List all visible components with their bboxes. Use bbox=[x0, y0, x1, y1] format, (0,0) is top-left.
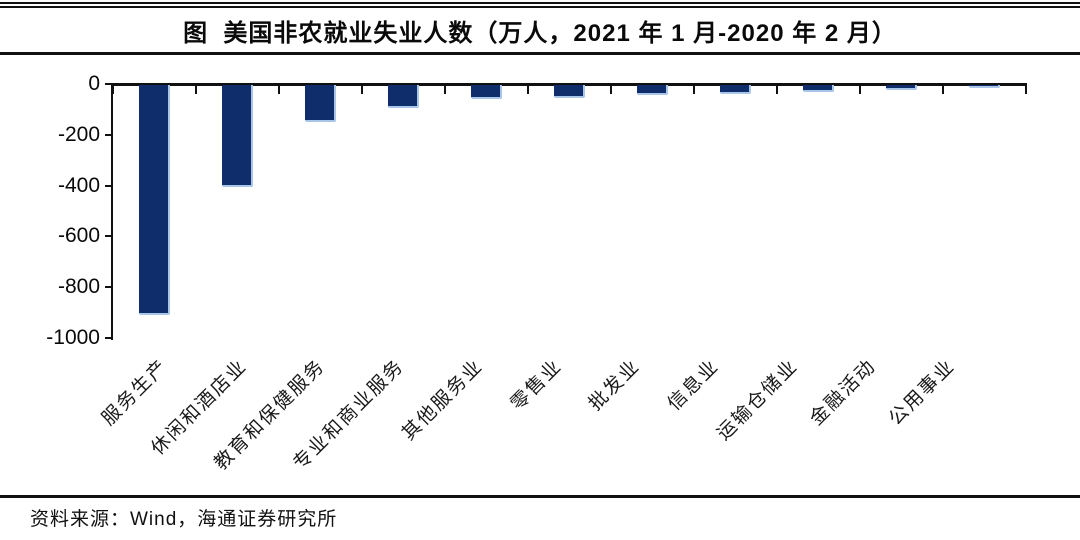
bar-1 bbox=[222, 85, 253, 187]
bar-2 bbox=[305, 85, 336, 122]
bar-3 bbox=[388, 85, 419, 108]
y-axis-label: -1000 bbox=[46, 326, 100, 349]
bar-6 bbox=[637, 85, 668, 95]
chart-area: 0 -200 -400 -600 -800 -1000 服务生产 休闲和酒店业 教育和保健服务专… bbox=[46, 72, 1027, 474]
y-axis-tick bbox=[105, 133, 113, 136]
bar-8 bbox=[803, 85, 834, 92]
x-axis-tick bbox=[610, 86, 612, 94]
footer-divider-rule bbox=[0, 495, 1080, 498]
y-axis-tick bbox=[105, 184, 113, 187]
chart-title: 图 美国非农就业失业人数（万人，2021 年 1 月-2020 年 2 月） bbox=[183, 20, 897, 47]
y-axis-label: -800 bbox=[57, 275, 100, 299]
x-axis-tick bbox=[112, 86, 114, 94]
zero-baseline bbox=[113, 83, 1027, 86]
top-rule-outer bbox=[0, 2, 1080, 4]
bar-7 bbox=[720, 85, 751, 94]
x-axis-tick bbox=[195, 86, 197, 94]
y-axis-tick bbox=[105, 337, 113, 339]
x-axis-tick bbox=[527, 86, 529, 94]
y-axis-label: -200 bbox=[57, 122, 100, 146]
source-note: 资料来源：Wind，海通证券研究所 bbox=[30, 509, 338, 530]
y-axis-tick bbox=[105, 83, 113, 85]
x-axis-tick bbox=[278, 86, 280, 94]
y-axis-tick bbox=[105, 235, 113, 238]
x-axis-tick bbox=[942, 86, 944, 94]
bar-9 bbox=[886, 85, 917, 90]
y-axis-label: -400 bbox=[57, 173, 100, 197]
y-axis-line bbox=[111, 83, 113, 340]
bar-5 bbox=[554, 85, 585, 98]
x-axis-tick bbox=[444, 86, 446, 94]
bar-0 bbox=[139, 85, 170, 315]
y-axis-label: -600 bbox=[57, 224, 100, 248]
title-divider-rule bbox=[0, 52, 1080, 55]
y-axis-tick bbox=[105, 286, 113, 289]
top-rule-inner bbox=[0, 6, 1080, 8]
x-axis-tick bbox=[1025, 86, 1027, 94]
x-axis-tick bbox=[361, 86, 363, 94]
x-axis-tick bbox=[776, 86, 778, 94]
bar-4 bbox=[471, 85, 502, 99]
x-axis-tick bbox=[859, 86, 861, 94]
x-axis-tick bbox=[693, 86, 695, 94]
y-axis-label: 0 bbox=[88, 72, 100, 95]
bar-10 bbox=[969, 85, 1000, 88]
